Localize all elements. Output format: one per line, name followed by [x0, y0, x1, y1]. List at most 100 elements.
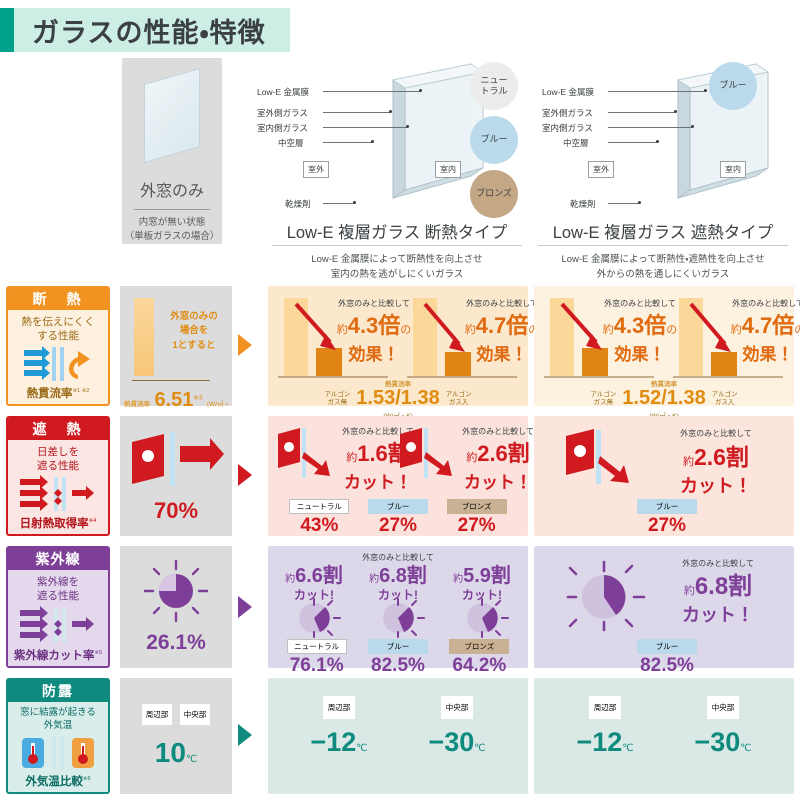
category-condensation-body: 窓に結露が起きる 外気温: [8, 702, 108, 792]
category-shading-title: 遮 熱: [8, 418, 108, 440]
leader-line: [323, 142, 373, 143]
cond-unit-b2: ℃: [740, 743, 752, 754]
effect-suffix-a2: の: [528, 324, 539, 336]
uv-line2-b1: カット！: [682, 605, 754, 625]
heat-flow-icon: [20, 344, 96, 384]
glass-label-cavity: 中空層: [278, 138, 304, 148]
glass-label-desiccant: 乾燥剤: [285, 199, 311, 209]
divider: [272, 245, 522, 246]
leader-dot: [656, 140, 659, 143]
uv-prefix-b1: 約: [683, 585, 695, 597]
chip-blue: ブルー: [637, 639, 697, 654]
uv-num-b1: 6.8割: [694, 573, 753, 600]
badge-blue-a-label: ブルー: [480, 134, 508, 145]
badge-bronze-a-label: ブロンズ: [476, 188, 512, 199]
cond-unit-b1: ℃: [622, 743, 634, 754]
argon-none-a: アルゴン ガス無: [324, 391, 350, 405]
category-uv-metric-note: ※5: [94, 650, 103, 657]
effect-num-a2: 4.7倍: [475, 313, 529, 338]
chip-row-uv-b: ブルー 82.5%: [630, 636, 704, 677]
badge-neutral-a-line1: ニュー: [480, 74, 508, 85]
panel-uv-a: 外窓のみと比較して 約6.6割 カット! 約6.8割 カット! 約5.9割 カッ…: [268, 546, 528, 676]
category-uv-metric: 紫外線カット率※5: [14, 647, 102, 663]
pct-blue: 27%: [647, 515, 687, 536]
pct-bronze: 64.2%: [452, 655, 507, 676]
chip-group-neutral: ニュートラル 76.1%: [286, 636, 347, 677]
flow-arrow-icon: [238, 334, 252, 356]
type-b-desc: Low-E 金属膜によって断熱性・遮熱性を向上させ 外からの熱を通しにくいガラス: [528, 252, 798, 282]
leader-dot: [638, 201, 641, 204]
pct-blue: 82.5%: [640, 655, 694, 676]
effect-value-a2: 約4.7倍の 効果！: [452, 308, 552, 365]
category-shading-desc-line2: 遮る性能: [37, 460, 79, 473]
insulation-bars-b: [544, 298, 783, 378]
cut-prefix-s-a2: 約: [466, 452, 478, 464]
row-solar-shading: 遮 熱 日差しを 遮る性能: [0, 412, 800, 540]
solar-cut-icon: [566, 429, 629, 484]
uv-line2-a2: カット!: [378, 588, 418, 602]
leader-line: [608, 91, 706, 92]
category-insulation-desc-line2: する性能: [36, 330, 79, 343]
type-a-desc-line1: Low-E 金属膜によって断熱性を向上させ: [311, 254, 483, 265]
argon-none-b: アルゴン ガス無: [590, 391, 616, 405]
metric-label-a: 熱貫流率: [385, 381, 411, 388]
cut-value-s-a2: 約2.6割 カット！: [448, 436, 548, 493]
category-shading-desc: 日差しを 遮る性能: [37, 445, 79, 473]
cond-unit-a2: ℃: [474, 743, 486, 754]
baseline-uv-value: 26.1%: [146, 631, 206, 654]
category-condensation-desc-line1: 窓に結露が起きる: [20, 707, 96, 718]
category-uv-desc: 紫外線を 遮る性能: [37, 575, 79, 603]
glass-label-cavity: 中空層: [563, 138, 589, 148]
leader-dot: [371, 140, 374, 143]
panel-condensation-b: 周辺部 −12℃ 中央部 −30℃: [534, 678, 794, 794]
category-uv-title: 紫外線: [8, 548, 108, 570]
effect-num-a1: 4.3倍: [347, 313, 401, 338]
category-insulation-metric: 熱貫流率※1 ※2: [27, 385, 90, 401]
argon-filled-b-l2: ガス入: [714, 398, 735, 406]
uv-group-a3: 約5.9割 カット!: [440, 559, 524, 603]
cond-unit-a1: ℃: [356, 743, 368, 754]
shading-group-a1: [274, 426, 336, 489]
compare-label-s-a1: 外窓のみと比較して: [342, 427, 414, 436]
glass-label-outer: 室外側ガラス: [257, 108, 308, 118]
compare-label-b2: 外窓のみと比較して: [732, 299, 800, 308]
category-uv-metric-text: 紫外線カット率: [13, 650, 95, 662]
single-glass-pane-icon: [144, 67, 200, 163]
cut-num-s-b1: 2.6割: [694, 444, 749, 470]
baseline-note-l3: 1とすると: [172, 339, 216, 351]
baseline-note: 外窓のみの 場合を 1とすると: [160, 310, 228, 353]
leader-dot: [674, 110, 677, 113]
leader-line: [608, 203, 640, 204]
category-condensation-metric-note: ※6: [82, 776, 91, 783]
effect-num-b2: 4.7倍: [741, 313, 795, 338]
chip-blue: ブルー: [367, 499, 428, 514]
panel-uv-b: 外窓のみと比較して 約6.8割 カット！ ブルー 82.5%: [534, 546, 794, 676]
type-a-desc: Low-E 金属膜によって断熱性を向上させ 室内の熱を逃がしにくいガラス: [262, 252, 532, 282]
chip-center: 中央部: [441, 696, 473, 719]
uv-group-b1: 約6.8割 カット！: [660, 566, 776, 627]
chip-neutral: ニュートラル: [286, 639, 347, 654]
cut-num-s-a2: 2.6割: [477, 441, 530, 466]
cut-line2-s-a1: カット！: [344, 473, 412, 492]
solar-cut-icon: [400, 428, 452, 478]
cond-group-b1: 周辺部 −12℃: [560, 696, 650, 758]
glass-label-lowe: Low-E 金属膜: [542, 87, 594, 97]
effect-value-a1: 約4.3倍の 効果！: [324, 308, 424, 365]
pct-blue: 82.5%: [371, 655, 425, 676]
pct-neutral: 76.1%: [289, 655, 344, 676]
uv-cut-suns-a: [299, 598, 509, 638]
uv-prefix-a3: 約: [453, 574, 464, 585]
leader-dot: [406, 125, 409, 128]
category-condensation: 防露 窓に結露が起きる 外気温: [6, 678, 110, 794]
category-shading-body: 日差しを 遮る性能: [8, 440, 108, 534]
uv-line2-a3: カット!: [462, 588, 502, 602]
uv-num-a1: 6.6割: [295, 565, 343, 587]
category-shading-metric-text: 日射熱取得率: [19, 518, 89, 530]
baseline-chip-row: 周辺部 中央部: [142, 703, 210, 725]
effect-suffix-a1: の: [400, 324, 412, 336]
category-insulation-metric-text: 熱貫流率: [26, 388, 73, 400]
baseline-shading-value: 70%: [153, 498, 199, 523]
argon-none-b-l1: アルゴン: [590, 391, 617, 399]
glass-label-desiccant: 乾燥剤: [570, 199, 596, 209]
argon-none-a-l2: ガス無: [327, 398, 348, 406]
